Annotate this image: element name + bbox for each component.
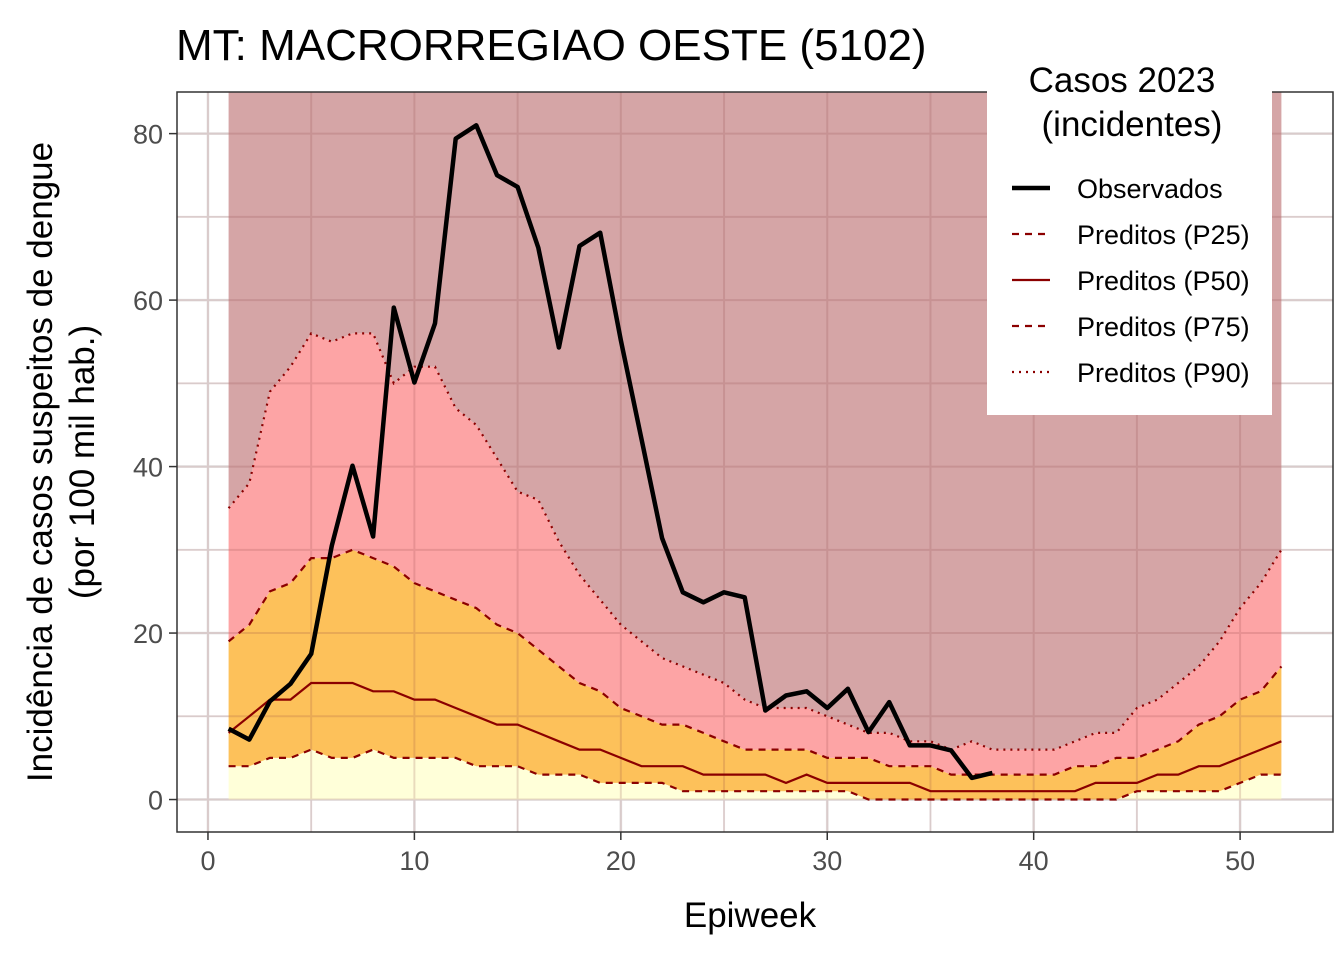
band-0-p25 xyxy=(228,749,1282,800)
x-tick-label: 40 xyxy=(1019,846,1049,876)
plot-border xyxy=(176,91,1334,833)
series-line-p75 xyxy=(227,548,1283,776)
band-p75-p90 xyxy=(228,333,1282,775)
x-tick-label: 0 xyxy=(200,846,215,876)
y-tick-label: 40 xyxy=(133,453,163,483)
y-tick-label: 20 xyxy=(133,619,163,649)
legend-background xyxy=(987,57,1272,415)
band-p25-p75 xyxy=(228,549,1282,800)
series-line-p90 xyxy=(227,332,1283,751)
y-tick-label: 0 xyxy=(148,786,163,816)
x-tick-label: 10 xyxy=(399,846,429,876)
legend-label: Observados xyxy=(1077,174,1223,204)
legend-label: Preditos (P25) xyxy=(1077,220,1250,250)
legend: Casos 2023 (incidentes) Observados Predit… xyxy=(987,57,1272,415)
y-axis-title-line-2: (por 100 mil hab.) xyxy=(63,325,102,599)
x-axis-title: Epiweek xyxy=(684,896,817,935)
series-line-observados xyxy=(227,123,993,781)
y-axis-title-line-1: Incidência de casos suspeitos de dengue xyxy=(21,142,60,782)
y-tick-label: 80 xyxy=(133,120,163,150)
legend-title-line-1: Casos 2023 xyxy=(1029,61,1216,100)
y-tick-label: 60 xyxy=(133,286,163,316)
legend-label: Preditos (P75) xyxy=(1077,312,1250,342)
y-axis: 0 20 40 60 80 xyxy=(133,120,177,816)
legend-entries: Observados Preditos (P25) Preditos (P50) Pr… xyxy=(1012,174,1250,388)
x-axis: 0 10 20 30 40 50 xyxy=(200,832,1255,876)
x-tick-label: 50 xyxy=(1225,846,1255,876)
y-axis-title: Incidência de casos suspeitos de dengue … xyxy=(21,142,102,782)
series-line-p50 xyxy=(227,681,1282,793)
x-tick-label: 30 xyxy=(812,846,842,876)
legend-label: Preditos (P90) xyxy=(1077,358,1250,388)
series-line-p25 xyxy=(228,748,1282,801)
chart-title: MT: MACRORREGIAO OESTE (5102) xyxy=(176,21,927,70)
x-tick-label: 20 xyxy=(606,846,636,876)
legend-title-line-2: (incidentes) xyxy=(1042,105,1223,144)
legend-label: Preditos (P50) xyxy=(1077,266,1250,296)
